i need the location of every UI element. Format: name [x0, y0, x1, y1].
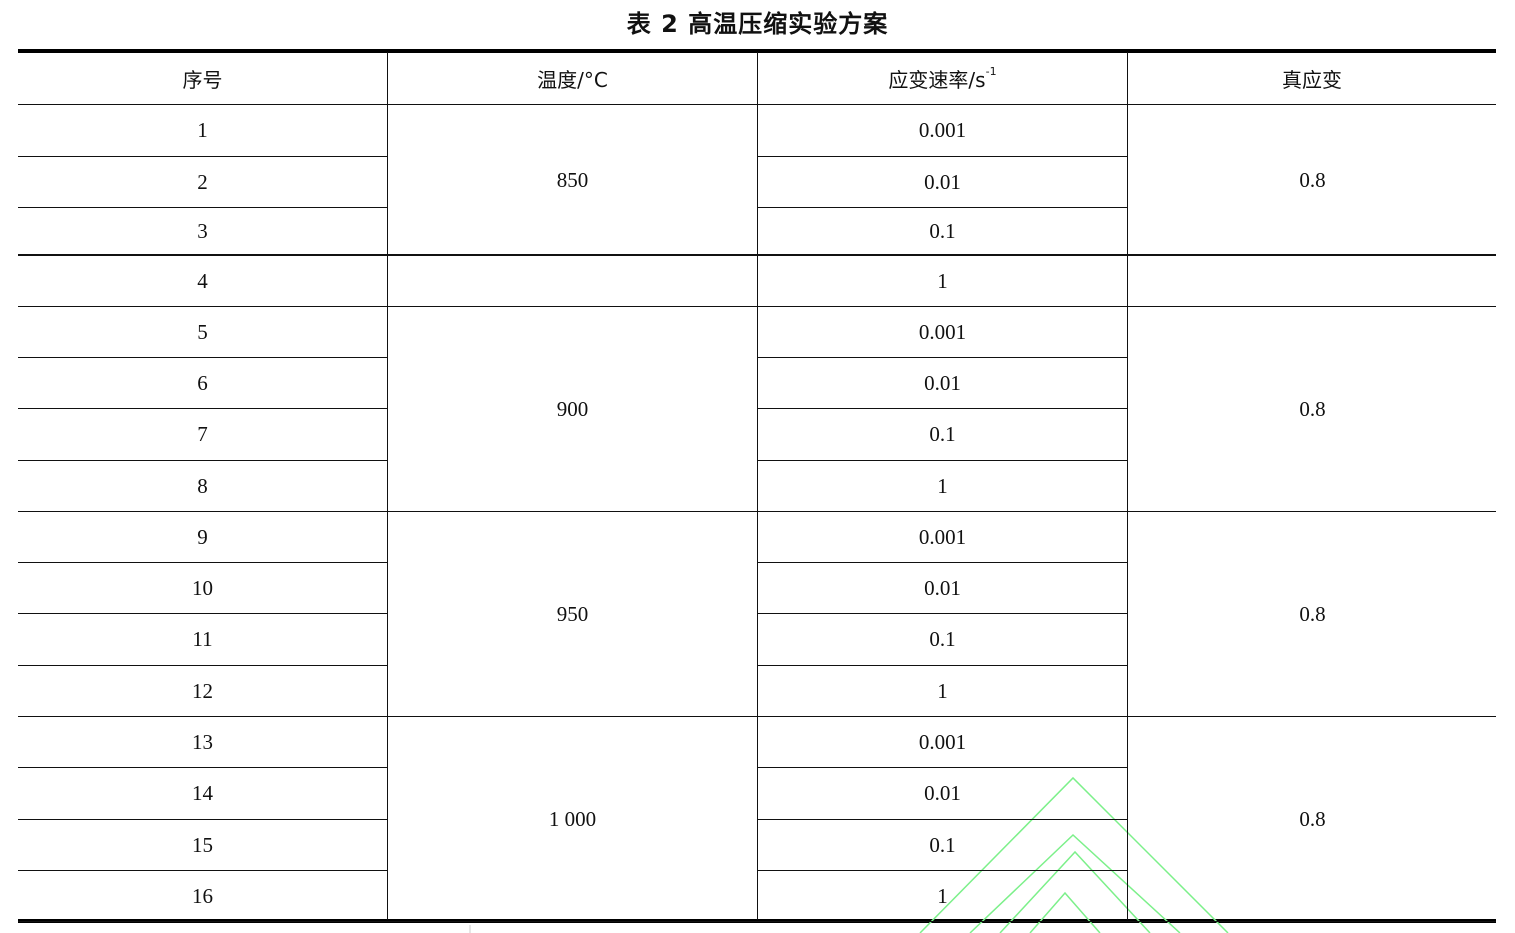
table-title: 表 2 高温压缩实验方案 — [626, 10, 889, 38]
row-divider — [18, 357, 387, 358]
cell-index: 12 — [192, 678, 213, 703]
column-divider — [1127, 52, 1128, 920]
cell-strain-rate: 0.001 — [918, 729, 967, 754]
row-divider — [757, 819, 1127, 820]
group-divider — [387, 921, 757, 922]
row-divider — [757, 921, 1127, 922]
group-divider — [387, 716, 757, 717]
cell-true-strain: 0.8 — [1299, 396, 1326, 421]
cell-index: 6 — [197, 370, 208, 395]
cell-temperature: 900 — [556, 396, 589, 421]
cell-index: 10 — [192, 575, 213, 600]
cell-strain-rate: 0.001 — [918, 118, 967, 142]
cell-strain-rate: 0.1 — [929, 627, 956, 651]
group-rule — [18, 254, 1496, 256]
cell-strain-rate: 0.1 — [929, 832, 956, 857]
cell-index: 5 — [197, 319, 208, 344]
row-divider — [757, 156, 1127, 157]
cell-index: 8 — [197, 473, 208, 498]
header-strain-rate: 应变速率/s -1 — [758, 53, 1127, 104]
row-divider — [757, 767, 1127, 768]
cell-strain-rate: 0.001 — [918, 319, 967, 344]
cell-strain-rate: 0.01 — [924, 575, 961, 600]
header-index: 序号 — [182, 68, 223, 92]
cell-index: 14 — [192, 781, 213, 805]
row-divider — [18, 921, 387, 922]
row-divider — [18, 511, 387, 512]
row-divider — [18, 562, 387, 563]
row-divider — [757, 408, 1127, 409]
cell-index: 13 — [192, 729, 213, 754]
header-strain-rate-label: 应变速率/s — [888, 68, 986, 92]
cell-temperature: 950 — [556, 601, 589, 626]
cell-index: 11 — [192, 627, 213, 651]
cell-strain-rate: 1 — [937, 268, 948, 293]
header-temperature: 温度/°C — [537, 68, 608, 92]
cell-true-strain: 0.8 — [1299, 601, 1326, 626]
column-divider — [387, 52, 388, 920]
cell-index: 15 — [192, 832, 213, 857]
header-true-strain: 真应变 — [1282, 68, 1342, 92]
cell-index: 4 — [197, 268, 208, 293]
cell-strain-rate: 0.001 — [918, 524, 967, 549]
cell-strain-rate: 0.01 — [924, 370, 961, 395]
cell-true-strain — [1128, 256, 1497, 306]
row-divider — [757, 716, 1127, 717]
row-divider — [757, 460, 1127, 461]
group-divider — [387, 511, 757, 512]
row-divider — [757, 562, 1127, 563]
row-divider — [18, 819, 387, 820]
group-divider — [1127, 306, 1496, 307]
cell-strain-rate: 0.01 — [924, 169, 961, 194]
row-divider — [757, 357, 1127, 358]
group-divider — [387, 306, 757, 307]
cell-index: 9 — [197, 524, 208, 549]
cell-temperature: 850 — [556, 167, 589, 192]
row-divider — [18, 408, 387, 409]
row-divider — [18, 613, 387, 614]
row-divider — [18, 156, 387, 157]
cell-true-strain: 0.8 — [1299, 167, 1326, 192]
cell-strain-rate: 0.01 — [924, 781, 961, 805]
cell-temperature — [388, 256, 757, 306]
cell-strain-rate: 1 — [937, 473, 948, 498]
column-divider — [757, 52, 758, 920]
row-divider — [757, 665, 1127, 666]
row-divider — [18, 306, 387, 307]
group-divider — [1127, 921, 1496, 922]
cell-strain-rate: 0.1 — [929, 422, 956, 446]
row-divider — [18, 767, 387, 768]
cell-strain-rate: 1 — [937, 883, 948, 908]
cell-index: 16 — [192, 883, 213, 908]
cell-strain-rate: 0.1 — [929, 219, 956, 243]
row-divider — [757, 870, 1127, 871]
row-divider — [18, 460, 387, 461]
cell-temperature: 1 000 — [548, 806, 597, 831]
row-divider — [18, 665, 387, 666]
row-divider — [757, 613, 1127, 614]
top-rule — [18, 49, 1496, 53]
row-divider — [757, 306, 1127, 307]
group-divider — [1127, 716, 1496, 717]
row-divider — [18, 870, 387, 871]
row-divider — [18, 207, 387, 208]
header-strain-rate-exponent: -1 — [985, 65, 997, 78]
header-rule — [18, 104, 1496, 105]
cell-true-strain: 0.8 — [1299, 806, 1326, 831]
row-divider — [757, 207, 1127, 208]
row-divider — [18, 716, 387, 717]
group-divider — [1127, 511, 1496, 512]
row-divider — [757, 511, 1127, 512]
cell-index: 1 — [197, 118, 208, 142]
cell-strain-rate: 1 — [937, 678, 948, 703]
cell-index: 3 — [197, 219, 208, 243]
cell-index: 2 — [197, 169, 208, 194]
cell-index: 7 — [197, 422, 208, 446]
